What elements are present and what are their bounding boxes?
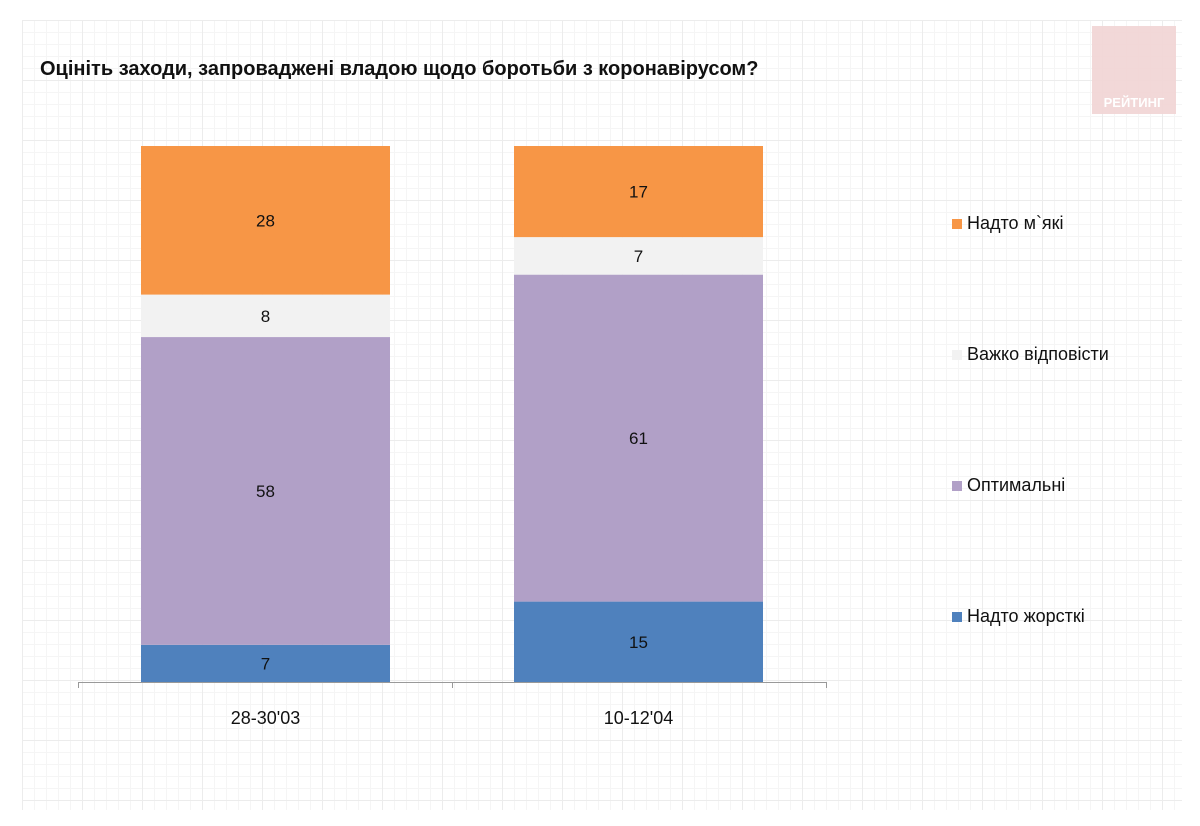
bar-segment xyxy=(514,601,763,682)
legend-label: Важко відповісти xyxy=(967,344,1109,364)
legend-label: Надто м`які xyxy=(967,213,1064,233)
x-tick-label: 28-30'03 xyxy=(231,708,301,728)
logo-text: РЕЙТИНГ xyxy=(1103,95,1165,110)
legend-swatch xyxy=(952,480,962,491)
bar-segment xyxy=(141,337,390,645)
legend-swatch xyxy=(952,611,962,622)
bar-segment xyxy=(514,237,763,275)
data-label: 17 xyxy=(629,183,648,202)
data-label: 7 xyxy=(634,247,643,266)
bar-segment xyxy=(141,146,390,295)
bar-segment xyxy=(514,274,763,602)
data-label: 8 xyxy=(261,307,270,326)
legend-swatch xyxy=(952,349,962,360)
legend-label: Оптимальні xyxy=(967,475,1066,495)
rating-logo: РЕЙТИНГ xyxy=(1092,26,1176,114)
data-label: 7 xyxy=(261,654,270,673)
data-label: 15 xyxy=(629,633,648,652)
bar-segment xyxy=(141,294,390,338)
bar-segment xyxy=(514,146,763,238)
legend-swatch xyxy=(952,218,962,229)
chart-title: Оцініть заходи, запроваджені владою щодо… xyxy=(40,58,759,80)
legend-item: Надто жорсткі xyxy=(952,606,1085,627)
legend-item: Надто м`які xyxy=(952,213,1064,234)
bar-segment xyxy=(141,644,390,682)
data-label: 58 xyxy=(256,482,275,501)
x-tick-label: 10-12'04 xyxy=(604,708,674,728)
data-label: 61 xyxy=(629,429,648,448)
data-label: 28 xyxy=(256,211,275,230)
legend-item: Важко відповісти xyxy=(952,344,1109,365)
legend-item: Оптимальні xyxy=(952,475,1065,496)
legend-label: Надто жорсткі xyxy=(967,606,1085,626)
